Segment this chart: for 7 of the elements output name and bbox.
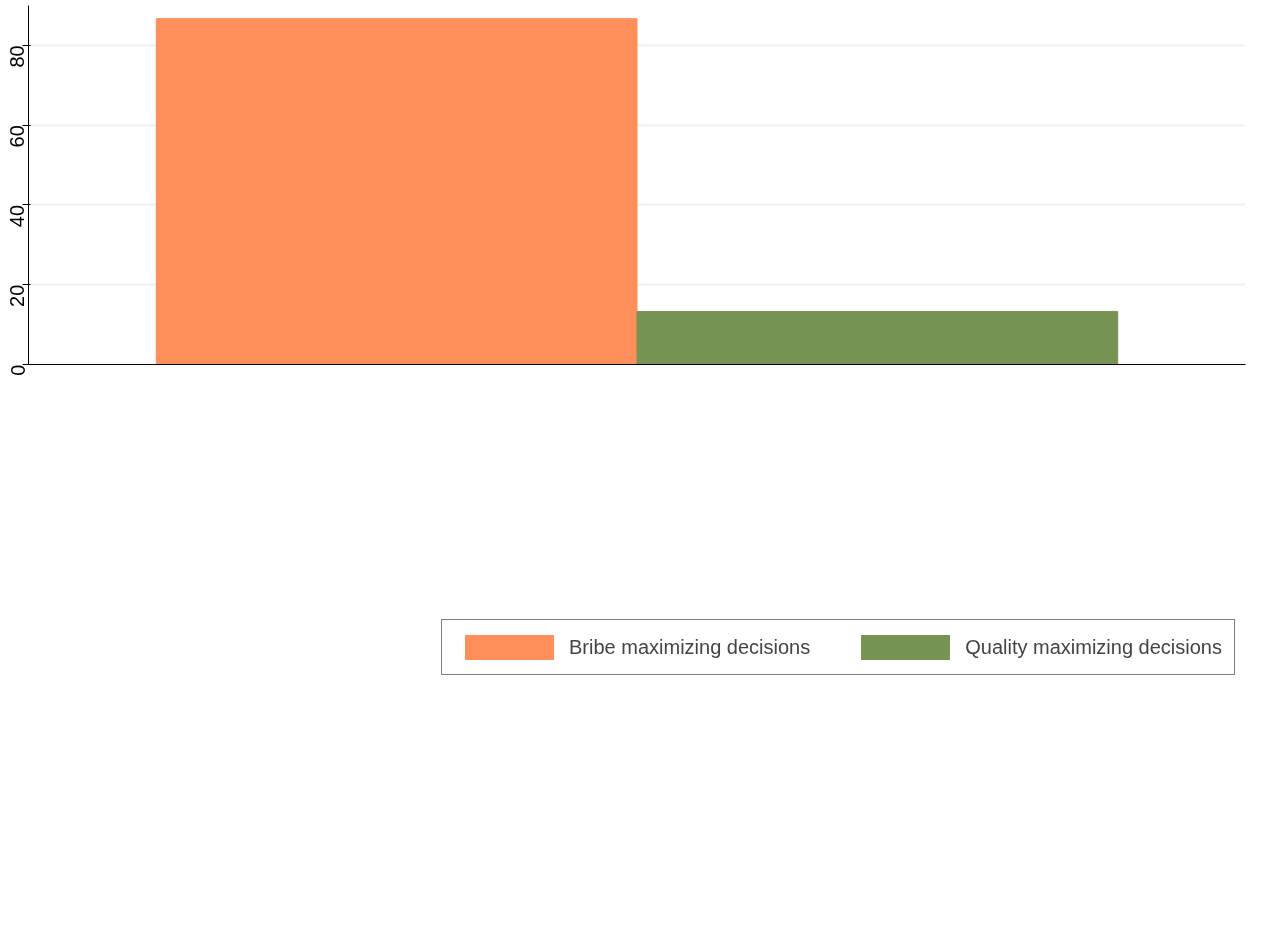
y-tick-label: 0 [6,364,29,376]
y-tick-label: 20 [6,284,29,307]
legend-label: Bribe maximizing decisions [569,635,811,659]
y-tick-label: 40 [6,204,29,228]
y-tick-label: 60 [6,125,29,148]
y-tick-label: 80 [6,45,29,68]
legend-label: Quality maximizing decisions [965,635,1222,659]
